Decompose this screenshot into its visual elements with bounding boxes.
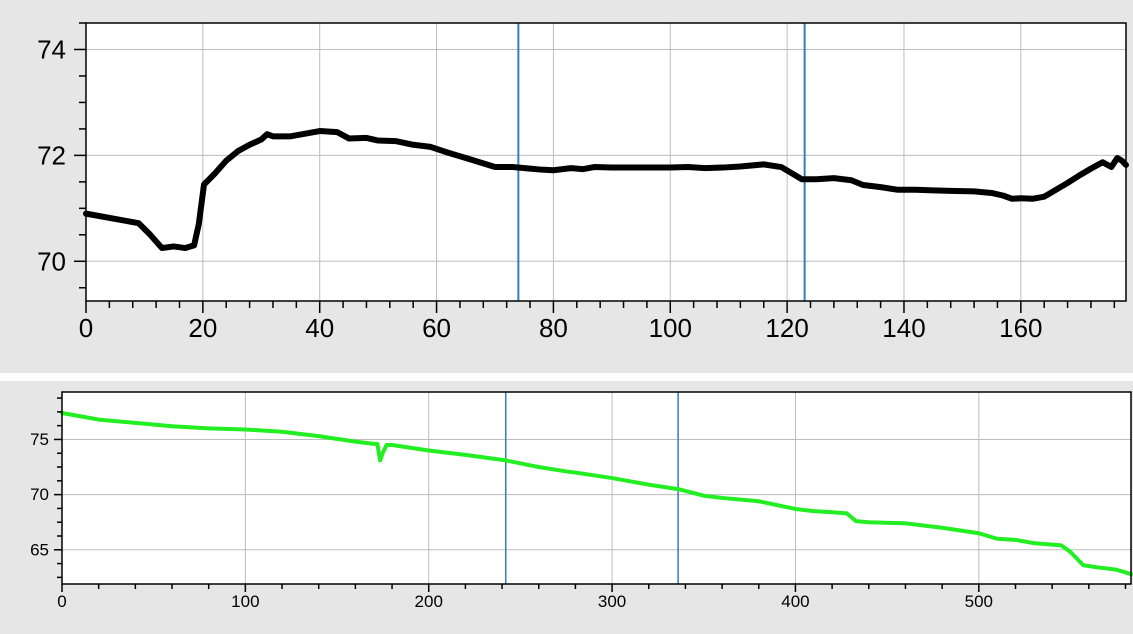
bottom-x-tick-label-500: 500 — [965, 592, 993, 611]
top-y-tick-label-74: 74 — [37, 34, 66, 64]
top-x-tick-label-100: 100 — [649, 313, 692, 343]
bottom-x-tick-label-400: 400 — [781, 592, 809, 611]
bottom-y-tick-label-70: 70 — [30, 485, 49, 504]
top-x-tick-label-120: 120 — [765, 313, 808, 343]
bottom-x-tick-label-0: 0 — [57, 592, 66, 611]
top-cursors — [517, 23, 806, 301]
bottom-y-tick-label-65: 65 — [30, 540, 49, 559]
top-x-tick-label-0: 0 — [79, 313, 93, 343]
top-tick-labels: 0 20 40 60 80 100 120 140 160 70 72 74 — [37, 34, 1042, 343]
panel-divider — [0, 373, 1133, 381]
top-y-tick-label-70: 70 — [37, 246, 66, 276]
top-series-layer — [83, 128, 1129, 252]
bottom-series-layer — [60, 410, 1133, 577]
top-chart-panel: 0 20 40 60 80 100 120 140 160 70 72 74 — [37, 22, 1129, 343]
bottom-series-line-1 — [60, 410, 1133, 577]
top-x-tick-label-20: 20 — [188, 313, 217, 343]
bottom-tick-labels: 0 100 200 300 400 500 65 70 75 — [30, 430, 993, 611]
top-plot-frame — [85, 22, 1127, 302]
bottom-gridlines — [62, 392, 1131, 584]
top-x-tick-label-40: 40 — [305, 313, 334, 343]
bottom-axes — [54, 391, 1132, 592]
bottom-y-tick-label-75: 75 — [30, 430, 49, 449]
bottom-x-tick-label-100: 100 — [231, 592, 259, 611]
bottom-x-tick-label-200: 200 — [415, 592, 443, 611]
top-series-line-1 — [83, 128, 1129, 252]
top-x-tick-label-160: 160 — [999, 313, 1042, 343]
top-axes — [74, 22, 1127, 313]
top-x-tick-label-60: 60 — [422, 313, 451, 343]
top-plot-area — [86, 23, 1126, 301]
bottom-chart-panel: 0 100 200 300 400 500 65 70 75 — [0, 381, 1133, 629]
top-y-tick-label-72: 72 — [37, 140, 66, 170]
bottom-plot-frame — [61, 391, 1132, 585]
top-x-tick-label-140: 140 — [882, 313, 925, 343]
top-x-tick-label-80: 80 — [539, 313, 568, 343]
top-gridlines — [86, 23, 1126, 301]
bottom-x-tick-label-300: 300 — [598, 592, 626, 611]
bottom-plot-area — [62, 392, 1131, 584]
